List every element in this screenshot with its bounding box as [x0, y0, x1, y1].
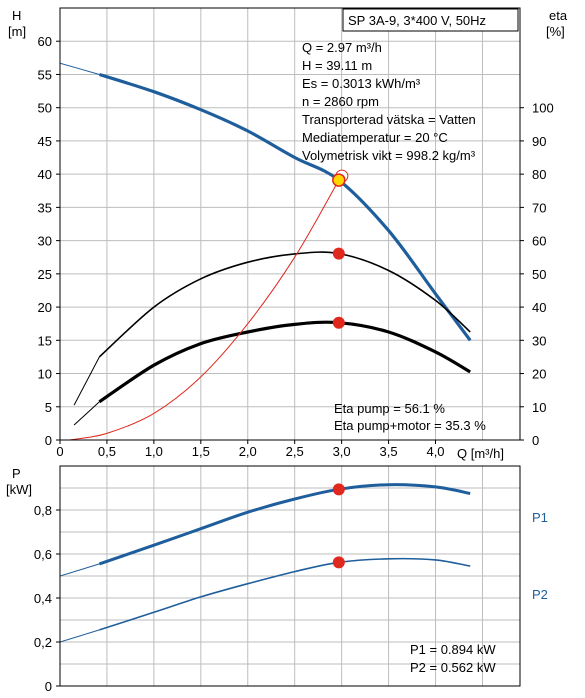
eta-tick-label: 40: [532, 300, 546, 315]
info-line-density: Volymetrisk vikt = 998.2 kg/m³: [302, 148, 476, 163]
eta-axis-unit: [%]: [546, 24, 565, 39]
h-tick-label: 45: [38, 134, 52, 149]
q-axis-title: Q [m³/h]: [457, 446, 504, 461]
p-tick-label: 0,6: [34, 547, 52, 562]
h-axis-unit: [m]: [8, 24, 26, 39]
p-tick-label: 0: [45, 679, 52, 694]
eta-tick-label: 90: [532, 134, 546, 149]
eta-tick-label: 20: [532, 367, 546, 382]
eta-pump-curve-extension: [73, 356, 100, 406]
eta-tick-label: 70: [532, 200, 546, 215]
x-tick-label: 3,5: [380, 444, 398, 459]
h-tick-label: 50: [38, 101, 52, 116]
bottom-plot-frame: [59, 465, 521, 687]
bottom-grid: [60, 466, 520, 686]
p-tick-label: 0,8: [34, 503, 52, 518]
p-axis-unit: [kW]: [6, 482, 32, 497]
bottom-duty-points: [332, 483, 345, 569]
h-axis-title: H: [12, 8, 21, 23]
info-line-liquid: Transporterad vätska = Vatten: [302, 112, 476, 127]
x-tick-label: 1,5: [192, 444, 210, 459]
bottom-curves: [60, 483, 471, 643]
eta-tick-label: 80: [532, 167, 546, 182]
p-tick-label: 0,4: [34, 591, 52, 606]
eta-tick-label: 50: [532, 267, 546, 282]
eta-axis-title: eta: [549, 8, 568, 23]
eta-tick-label: 0: [532, 433, 539, 448]
p2-curve-extension: [60, 629, 100, 643]
h-tick-label: 0: [45, 433, 52, 448]
chart-title: SP 3A-9, 3*400 V, 50Hz: [348, 13, 486, 28]
bottom-axis-ticks: 0 0,2 0,4 0,6 0,8: [34, 503, 60, 694]
h-tick-label: 55: [38, 67, 52, 82]
info-line-n: n = 2860 rpm: [302, 94, 379, 109]
top-duty-points: [332, 169, 349, 329]
h-tick-label: 25: [38, 267, 52, 282]
h-tick-label: 30: [38, 234, 52, 249]
operating-point-info: Q = 2.97 m³/h H = 39.11 m Es = 0.3013 kW…: [302, 40, 476, 163]
top-curves: [60, 62, 472, 440]
x-tick-label: 3,0: [333, 444, 351, 459]
eta-pump-motor-curve: [98, 320, 472, 404]
eta-pump-curve: [98, 251, 471, 358]
x-tick-label: 1,0: [145, 444, 163, 459]
p1-series-label: P1: [532, 510, 548, 525]
p2-curve: [99, 557, 471, 631]
p1-curve-extension: [60, 563, 100, 577]
x-tick-label: 0,5: [98, 444, 116, 459]
h-tick-label: 15: [38, 333, 52, 348]
h-tick-label: 20: [38, 300, 52, 315]
h-tick-label: 10: [38, 367, 52, 382]
top-axis-ticks: 0 0,5 1,0 1,5 2,0 2,5 3,0 3,5 4,0 0 5 10 15 20 25 30 35 4…: [38, 34, 554, 459]
x-tick-label: 2,5: [286, 444, 304, 459]
title-box: [342, 8, 519, 32]
eta-pump-label: Eta pump = 56.1 %: [334, 401, 445, 416]
eta-pump-motor-curve-extension: [73, 401, 100, 426]
duty-point-p1: [332, 483, 345, 496]
eta-tick-label: 60: [532, 234, 546, 249]
info-line-es: Es = 0.3013 kWh/m³: [302, 76, 421, 91]
info-line-temperature: Mediatemperatur = 20 °C: [302, 130, 448, 145]
info-line-q: Q = 2.97 m³/h: [302, 40, 382, 55]
top-grid: [60, 7, 520, 440]
top-plot-frame: [59, 7, 521, 441]
x-tick-label: 0: [56, 444, 63, 459]
eta-pump-motor-label: Eta pump+motor = 35.3 %: [334, 418, 486, 433]
duty-point-p2: [332, 556, 345, 569]
eta-tick-label: 10: [532, 400, 546, 415]
duty-point-eta-pump: [332, 247, 345, 260]
h-tick-label: 35: [38, 200, 52, 215]
duty-point-head: [332, 173, 346, 187]
p2-readout: P2 = 0.562 kW: [410, 660, 496, 675]
eta-tick-label: 30: [532, 333, 546, 348]
qh-curve: [98, 72, 472, 342]
info-line-h: H = 39.11 m: [302, 58, 372, 73]
qh-curve-extension: [60, 62, 100, 75]
p-tick-label: 0,2: [34, 635, 52, 650]
p1-readout: P1 = 0.894 kW: [410, 642, 496, 657]
x-tick-label: 2,0: [239, 444, 257, 459]
eta-tick-label: 100: [532, 101, 554, 116]
p1-curve: [98, 483, 471, 566]
system-curve: [69, 179, 340, 440]
h-tick-label: 5: [45, 400, 52, 415]
p-axis-title: P: [12, 466, 21, 481]
p2-series-label: P2: [532, 587, 548, 602]
x-tick-label: 4,0: [426, 444, 444, 459]
duty-point-eta-pump-motor: [332, 316, 345, 329]
h-tick-label: 60: [38, 34, 52, 49]
h-tick-label: 40: [38, 167, 52, 182]
